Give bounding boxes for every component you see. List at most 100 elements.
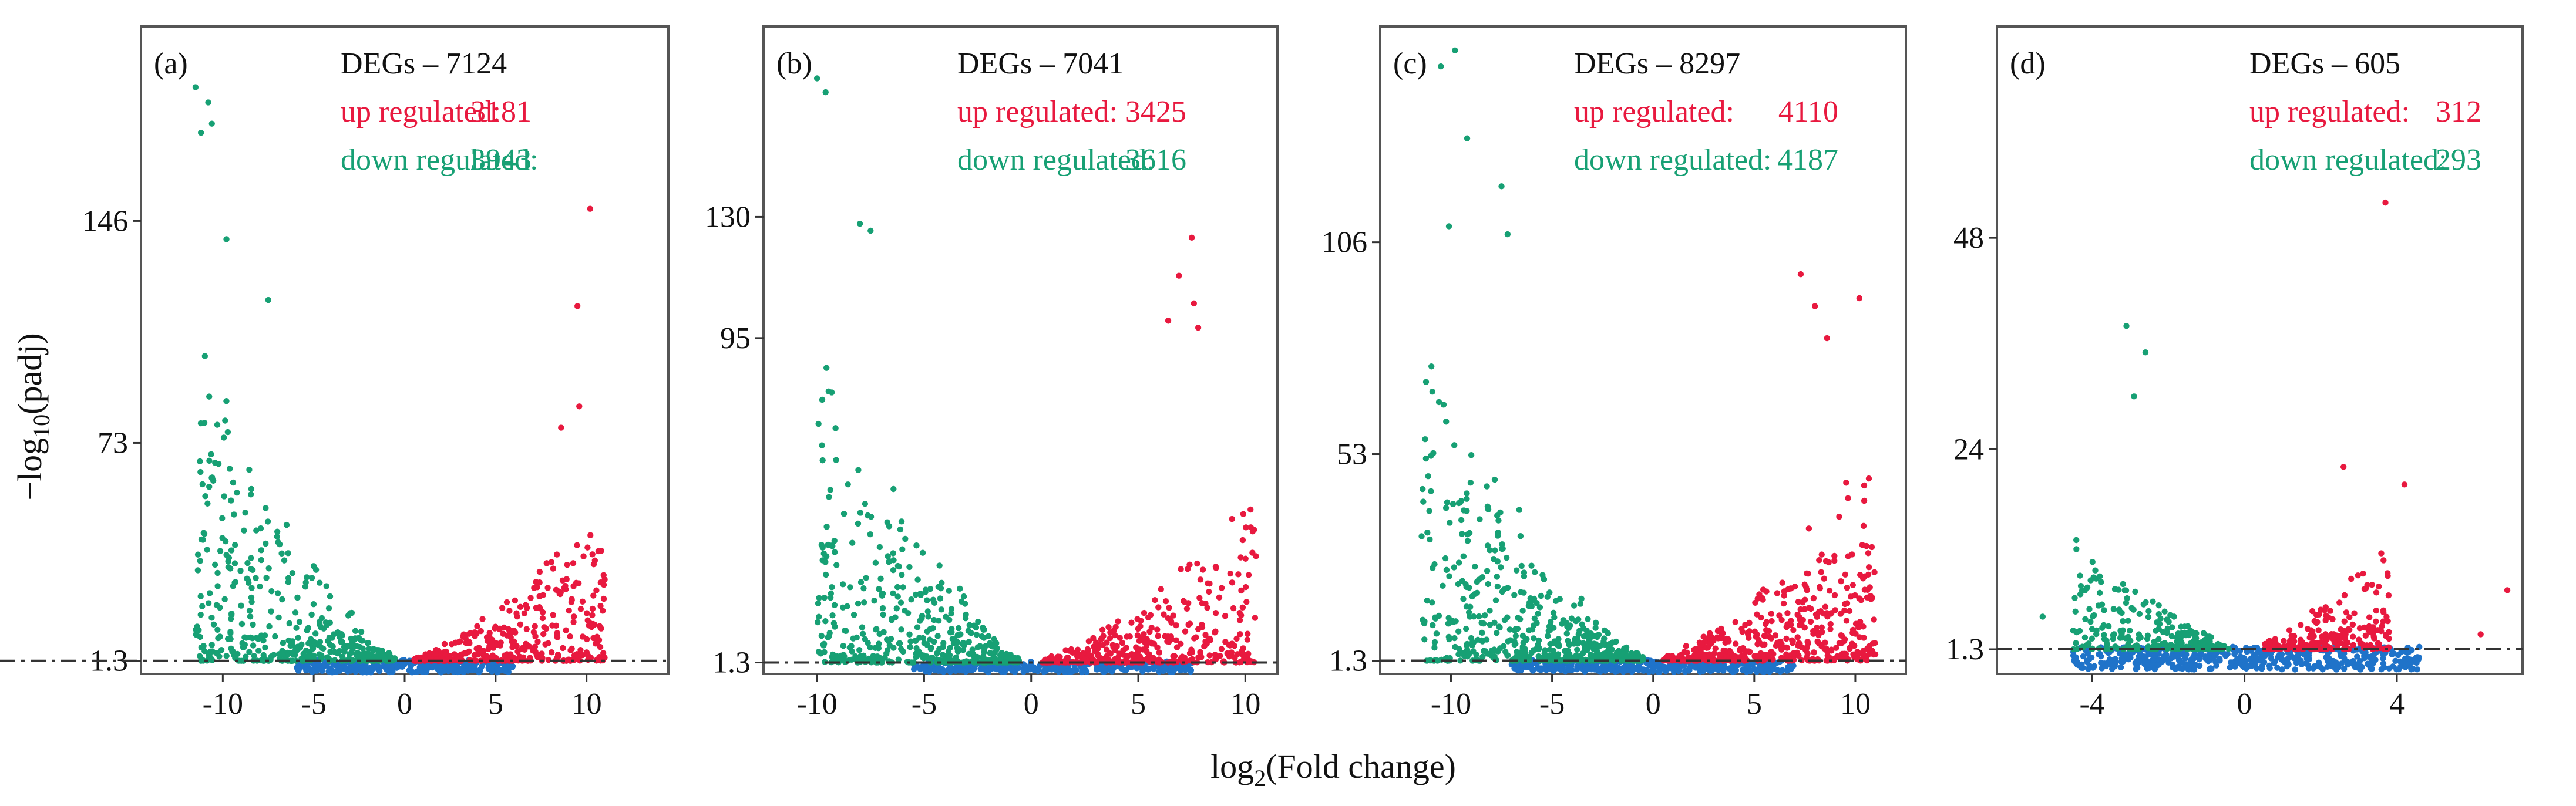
down-regulated-point <box>1475 636 1481 643</box>
up-regulated-point <box>548 649 555 656</box>
down-regulated-point <box>215 635 221 642</box>
up-regulated-point <box>451 651 458 657</box>
down-regulated-point <box>317 621 323 628</box>
down-regulated-point <box>1433 630 1440 637</box>
up-regulated-point <box>1237 631 1243 638</box>
up-regulated-point <box>1139 646 1146 653</box>
down-regulated-point <box>370 647 376 653</box>
down-regulated-point <box>264 518 271 525</box>
y-tick-label: 73 <box>97 426 128 460</box>
up-regulated-count: 4110 <box>1778 95 1838 129</box>
down-regulated-point <box>1573 652 1579 659</box>
up-regulated-point <box>1700 633 1707 640</box>
down-regulated-point <box>308 611 315 618</box>
down-regulated-point <box>292 609 299 616</box>
down-regulated-point <box>260 652 267 659</box>
x-tick-label: 0 <box>1646 687 1661 721</box>
up-regulated-point <box>1183 605 1191 612</box>
up-regulated-point <box>1864 594 1871 601</box>
down-regulated-point <box>248 594 255 601</box>
up-regulated-point <box>2369 581 2375 588</box>
down-regulated-point <box>862 500 869 507</box>
down-regulated-point <box>939 579 945 586</box>
down-regulated-point <box>1460 553 1467 559</box>
down-regulated-point <box>205 99 211 106</box>
down-regulated-point <box>902 535 909 542</box>
ns-regulated-point <box>1727 665 1734 672</box>
down-regulated-point <box>823 524 830 530</box>
ns-regulated-point <box>2310 665 2316 672</box>
down-regulated-point <box>1484 542 1491 549</box>
up-regulated-point <box>597 643 604 650</box>
up-regulated-point <box>1242 555 1249 562</box>
down-regulated-point <box>274 590 281 596</box>
ns-regulated-point <box>1023 667 1029 674</box>
up-regulated-point <box>2355 572 2361 579</box>
up-regulated-point <box>597 579 604 586</box>
down-regulated-point <box>1481 612 1488 619</box>
up-regulated-point <box>1844 585 1851 591</box>
up-regulated-point <box>1191 300 1198 307</box>
down-regulated-point <box>2089 635 2096 642</box>
down-regulated-label: down regulated: <box>2249 143 2447 177</box>
up-regulated-point <box>1134 651 1140 658</box>
down-regulated-point <box>939 652 946 658</box>
down-regulated-point <box>1430 622 1436 629</box>
down-regulated-point <box>237 568 244 574</box>
up-regulated-point <box>1838 578 1844 585</box>
down-regulated-point <box>1522 646 1528 652</box>
down-regulated-point <box>883 650 890 657</box>
up-regulated-point <box>2363 642 2370 649</box>
ns-regulated-point <box>1636 665 1642 672</box>
ns-regulated-point <box>2243 663 2250 669</box>
down-regulated-point <box>2142 349 2149 356</box>
down-regulated-point <box>2193 630 2200 637</box>
up-regulated-point <box>2336 633 2342 640</box>
up-regulated-point <box>1774 590 1781 596</box>
up-regulated-point <box>1871 616 1877 623</box>
down-regulated-point <box>1473 652 1479 658</box>
up-regulated-point <box>1067 648 1073 654</box>
up-regulated-point <box>1804 644 1810 650</box>
down-regulated-point <box>1535 637 1542 644</box>
down-regulated-point <box>1428 657 1434 664</box>
up-regulated-point <box>1245 572 1252 578</box>
down-regulated-point <box>879 658 886 665</box>
down-regulated-point <box>845 481 851 488</box>
down-regulated-point <box>1469 642 1475 649</box>
down-regulated-point <box>220 434 227 441</box>
down-regulated-point <box>860 585 867 592</box>
up-regulated-point <box>1823 657 1830 664</box>
up-regulated-point <box>587 205 594 212</box>
down-regulated-point <box>302 579 309 586</box>
ns-regulated-point <box>2151 666 2158 673</box>
down-regulated-point <box>228 610 235 617</box>
up-regulated-point <box>1218 585 1225 591</box>
down-regulated-point <box>819 396 826 403</box>
up-regulated-point <box>1236 617 1243 623</box>
down-regulated-point <box>1451 635 1458 642</box>
up-regulated-point <box>1074 646 1081 653</box>
ns-regulated-point <box>2228 659 2234 666</box>
down-regulated-point <box>364 639 371 646</box>
down-regulated-point <box>1494 512 1501 519</box>
down-regulated-point <box>949 629 955 636</box>
down-regulated-point <box>985 633 992 639</box>
down-regulated-point <box>1452 47 1458 54</box>
down-regulated-point <box>1004 659 1011 666</box>
down-regulated-point <box>1451 442 1458 448</box>
up-regulated-point <box>1171 653 1178 659</box>
up-regulated-point <box>589 605 596 612</box>
up-regulated-point <box>1701 653 1708 660</box>
down-regulated-point <box>2096 573 2103 580</box>
up-regulated-point <box>1865 571 1872 578</box>
down-regulated-point <box>1464 538 1471 544</box>
up-regulated-point <box>534 653 541 660</box>
up-regulated-point <box>2323 636 2330 643</box>
up-regulated-point <box>567 633 573 640</box>
ns-regulated-point <box>2305 665 2312 672</box>
down-regulated-point <box>872 559 879 566</box>
up-regulated-point <box>2311 633 2317 639</box>
down-regulated-point <box>839 581 846 588</box>
down-regulated-point <box>1476 613 1482 620</box>
